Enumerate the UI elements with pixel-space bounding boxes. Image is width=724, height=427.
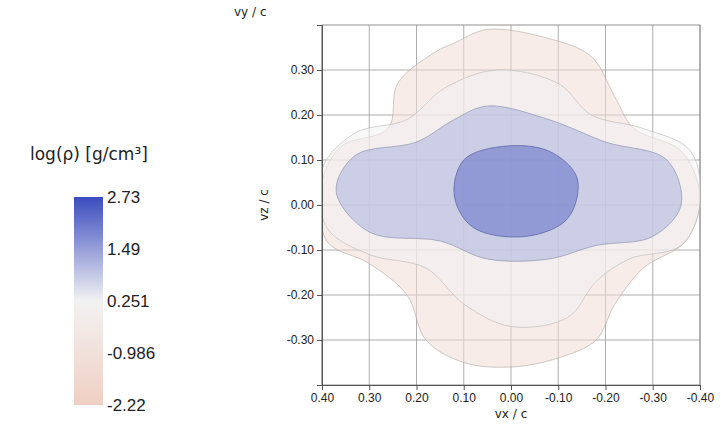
y-tick: -0.20 <box>287 288 322 302</box>
isosurface <box>322 70 700 328</box>
colorbar-tick: -2.22 <box>103 396 146 415</box>
isosurface <box>454 146 578 238</box>
colorbar-tick: -0.986 <box>103 344 155 363</box>
y-tick: -0.10 <box>287 243 322 257</box>
y-tick-label: -0.30 <box>287 333 315 347</box>
x-axis-title: vx / c <box>495 407 527 421</box>
colorbar-title: log(ρ) [g/cm³] <box>30 144 148 164</box>
y-tick: -0.30 <box>287 333 322 347</box>
x-tick: 0.10 <box>453 385 477 405</box>
y-tick-mark <box>317 70 322 71</box>
isosurfaces <box>322 29 700 367</box>
x-tick: 0.00 <box>500 385 524 405</box>
y-tick: 0.20 <box>291 108 322 122</box>
x-tick-mark <box>653 385 654 390</box>
z-axis-title: vy / c <box>234 5 266 19</box>
colorbar <box>74 197 103 405</box>
x-tick: 0.20 <box>405 385 429 405</box>
x-tick: -0.40 <box>687 385 715 405</box>
colorbar-tick: 1.49 <box>103 240 140 259</box>
x-tick-mark <box>558 385 559 390</box>
x-tick-label: 0.40 <box>311 391 335 405</box>
y-tick-label: 0.20 <box>291 108 315 122</box>
x-tick-label: 0.00 <box>500 391 524 405</box>
x-tick: 0.30 <box>358 385 382 405</box>
colorbar-tick-label: 2.73 <box>107 188 140 207</box>
x-tick-label: -0.20 <box>592 391 620 405</box>
colorbar-tick: 2.73 <box>103 188 140 207</box>
x-tick-mark <box>417 385 418 390</box>
y-tick-label: 0.10 <box>291 153 315 167</box>
x-tick-label: 0.10 <box>453 391 477 405</box>
y-tick-mark <box>317 205 322 206</box>
x-tick-mark <box>700 385 701 390</box>
colorbar-tick: 0.251 <box>103 292 150 311</box>
x-tick-mark <box>369 385 370 390</box>
x-tick: -0.20 <box>592 385 620 405</box>
x-tick-mark <box>606 385 607 390</box>
chart: 0.40 0.30 0.20 0.10 0.00 -0.10 -0.20 -0.30 -0.40… <box>0 0 724 427</box>
y-tick-label: -0.20 <box>287 288 315 302</box>
colorbar-tick-label: -2.22 <box>107 396 146 415</box>
y-tick-label: 0.30 <box>291 63 315 77</box>
x-tick: -0.10 <box>545 385 573 405</box>
x-tick-label: -0.40 <box>687 391 715 405</box>
y-tick: 0.00 <box>291 198 322 212</box>
y-tick-label: 0.00 <box>291 198 315 212</box>
y-axis-title: vz / c <box>257 189 271 221</box>
y-axis-line <box>317 26 323 386</box>
colorbar-tick-label: 1.49 <box>107 240 140 259</box>
y-tick-mark <box>317 160 322 161</box>
x-tick-label: 0.20 <box>405 391 429 405</box>
x-tick-label: -0.30 <box>640 391 668 405</box>
x-tick-label: -0.10 <box>545 391 573 405</box>
x-axis-line <box>323 386 701 391</box>
isosurface <box>336 106 682 261</box>
colorbar-axis: 2.73 1.49 0.251 -0.986 -2.22 <box>103 188 155 415</box>
y-tick-mark <box>317 295 322 296</box>
colorbar-tick-label: -0.986 <box>107 344 155 363</box>
x-tick-label: 0.30 <box>358 391 382 405</box>
y-tick: 0.10 <box>291 153 322 167</box>
y-tick-label: -0.10 <box>287 243 315 257</box>
y-axis: 0.30 0.20 0.10 0.00 -0.10 -0.20 -0.30 <box>287 26 323 386</box>
y-tick-mark <box>317 340 322 341</box>
y-tick: 0.30 <box>291 63 322 77</box>
x-tick-mark <box>464 385 465 390</box>
x-axis: 0.40 0.30 0.20 0.10 0.00 -0.10 -0.20 -0.30 -0.40 <box>311 385 715 405</box>
x-tick: -0.30 <box>640 385 668 405</box>
y-tick-mark <box>317 115 322 116</box>
isosurface <box>322 29 700 367</box>
x-tick: 0.40 <box>311 385 335 405</box>
y-tick-mark <box>317 250 322 251</box>
colorbar-tick-label: 0.251 <box>107 292 150 311</box>
x-tick-mark <box>511 385 512 390</box>
